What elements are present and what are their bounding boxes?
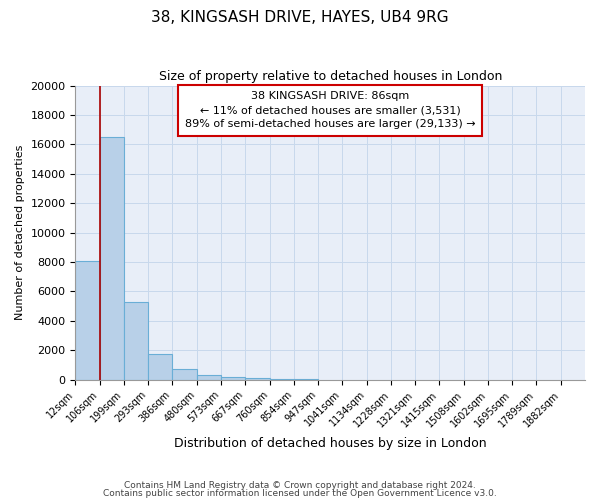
Bar <box>294 379 318 380</box>
Bar <box>172 370 197 380</box>
Bar <box>124 302 148 380</box>
Bar <box>197 376 221 380</box>
Bar <box>76 260 100 380</box>
Bar <box>100 137 124 380</box>
Text: Contains public sector information licensed under the Open Government Licence v3: Contains public sector information licen… <box>103 488 497 498</box>
Text: Contains HM Land Registry data © Crown copyright and database right 2024.: Contains HM Land Registry data © Crown c… <box>124 481 476 490</box>
Bar <box>148 354 172 380</box>
Text: 38, KINGSASH DRIVE, HAYES, UB4 9RG: 38, KINGSASH DRIVE, HAYES, UB4 9RG <box>151 10 449 25</box>
X-axis label: Distribution of detached houses by size in London: Distribution of detached houses by size … <box>174 437 487 450</box>
Title: Size of property relative to detached houses in London: Size of property relative to detached ho… <box>158 70 502 83</box>
Bar <box>245 378 269 380</box>
Y-axis label: Number of detached properties: Number of detached properties <box>15 145 25 320</box>
Text: 38 KINGSASH DRIVE: 86sqm
← 11% of detached houses are smaller (3,531)
89% of sem: 38 KINGSASH DRIVE: 86sqm ← 11% of detach… <box>185 92 476 130</box>
Bar <box>221 377 245 380</box>
Bar <box>269 378 294 380</box>
